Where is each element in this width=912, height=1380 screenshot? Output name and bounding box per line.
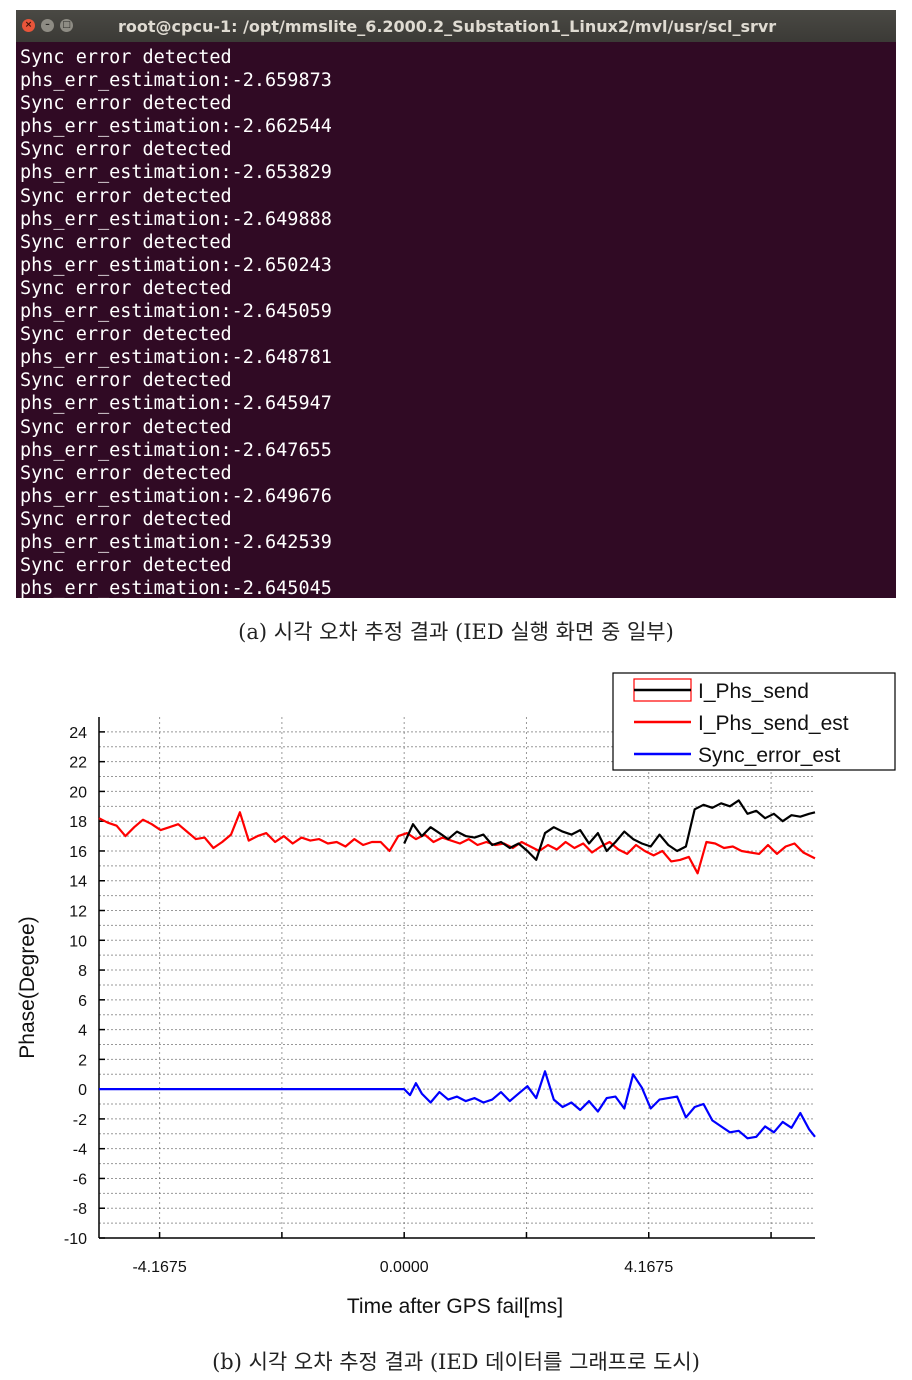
x-tick-label: 4.1675 bbox=[624, 1259, 673, 1276]
close-window-icon[interactable]: × bbox=[22, 19, 35, 32]
y-tick-label: -2 bbox=[73, 1112, 87, 1129]
terminal-line: phs_err_estimation:-2.645947 bbox=[20, 393, 332, 415]
series-line-sync-error-est bbox=[99, 1070, 816, 1140]
y-tick-label: 14 bbox=[69, 874, 87, 891]
maximize-window-icon[interactable]: □ bbox=[60, 19, 73, 32]
x-tick-label: -4.1675 bbox=[132, 1259, 186, 1276]
y-tick-label: 4 bbox=[78, 1023, 87, 1040]
y-axis-title: Phase(Degree) bbox=[16, 916, 39, 1058]
legend-label: Sync_error_est bbox=[698, 744, 841, 767]
terminal-line: Sync error detected bbox=[20, 324, 232, 346]
terminal-titlebar[interactable]: × – □ root@cpcu-1: /opt/mmslite_6.2000.2… bbox=[16, 10, 896, 42]
y-tick-label: 12 bbox=[69, 904, 87, 921]
legend-label: I_Phs_send_est bbox=[698, 712, 849, 735]
y-tick-label: 16 bbox=[69, 844, 87, 861]
y-tick-label: -8 bbox=[73, 1201, 87, 1218]
y-tick-label: -10 bbox=[64, 1231, 87, 1248]
terminal-line: Sync error detected bbox=[20, 93, 232, 115]
y-tick-label: 22 bbox=[69, 755, 87, 772]
terminal-line: phs_err_estimation:-2.649676 bbox=[20, 485, 332, 507]
y-tick-label: 0 bbox=[78, 1082, 87, 1099]
y-tick-label: -6 bbox=[73, 1171, 87, 1188]
caption-b: (b) 시각 오차 추정 결과 (IED 데이터를 그래프로 도시) bbox=[212, 1350, 700, 1374]
x-axis-title: Time after GPS fail[ms] bbox=[347, 1295, 563, 1318]
terminal-line: Sync error detected bbox=[20, 508, 232, 530]
y-tick-label: 6 bbox=[78, 993, 87, 1010]
minimize-window-icon[interactable]: – bbox=[41, 19, 54, 32]
y-tick-label: 20 bbox=[69, 784, 87, 801]
terminal-output[interactable]: Sync error detected phs_err_estimation:-2… bbox=[16, 42, 896, 598]
terminal-line: phs_err_estimation:-2.659873 bbox=[20, 70, 332, 92]
terminal-line: phs_err_estimation:-2.653829 bbox=[20, 162, 332, 184]
terminal-line: Sync error detected bbox=[20, 47, 232, 68]
terminal-line: Sync error detected bbox=[20, 277, 232, 299]
caption-a: (a) 시각 오차 추정 결과 (IED 실행 화면 중 일부) bbox=[238, 620, 674, 644]
terminal-line: phs_err_estimation:-2.642539 bbox=[20, 531, 332, 553]
y-tick-label: 2 bbox=[78, 1052, 87, 1069]
terminal-line: Sync error detected bbox=[20, 555, 232, 577]
y-tick-label: 18 bbox=[69, 814, 87, 831]
terminal-line: phs_err_estimation:-2.645045 bbox=[20, 578, 332, 598]
terminal-line: phs_err_estimation:-2.662544 bbox=[20, 116, 332, 138]
series-line-i-phs-send-est bbox=[98, 811, 816, 875]
terminal-line: phs_err_estimation:-2.645059 bbox=[20, 301, 332, 323]
terminal-title: root@cpcu-1: /opt/mmslite_6.2000.2_Subst… bbox=[118, 17, 777, 36]
terminal-line: phs_err_estimation:-2.649888 bbox=[20, 208, 332, 230]
x-tick-label: 0.0000 bbox=[380, 1259, 429, 1276]
terminal-window[interactable]: × – □ root@cpcu-1: /opt/mmslite_6.2000.2… bbox=[16, 10, 896, 598]
terminal-line: Sync error detected bbox=[20, 139, 232, 161]
terminal-line: Sync error detected bbox=[20, 462, 232, 484]
terminal-line: phs_err_estimation:-2.650243 bbox=[20, 254, 332, 276]
terminal-line: phs_err_estimation:-2.647655 bbox=[20, 439, 332, 461]
terminal-line: Sync error detected bbox=[20, 185, 232, 207]
series-line-i-phs-send bbox=[403, 799, 816, 861]
y-tick-label: 8 bbox=[78, 963, 87, 980]
terminal-line: Sync error detected bbox=[20, 416, 232, 438]
terminal-line: Sync error detected bbox=[20, 370, 232, 392]
legend-label: I_Phs_send bbox=[698, 680, 809, 703]
y-tick-label: 24 bbox=[69, 725, 87, 742]
terminal-line: Sync error detected bbox=[20, 231, 232, 253]
terminal-line: phs_err_estimation:-2.648781 bbox=[20, 347, 332, 369]
y-tick-label: 10 bbox=[69, 933, 87, 950]
y-tick-label: -4 bbox=[73, 1142, 87, 1159]
